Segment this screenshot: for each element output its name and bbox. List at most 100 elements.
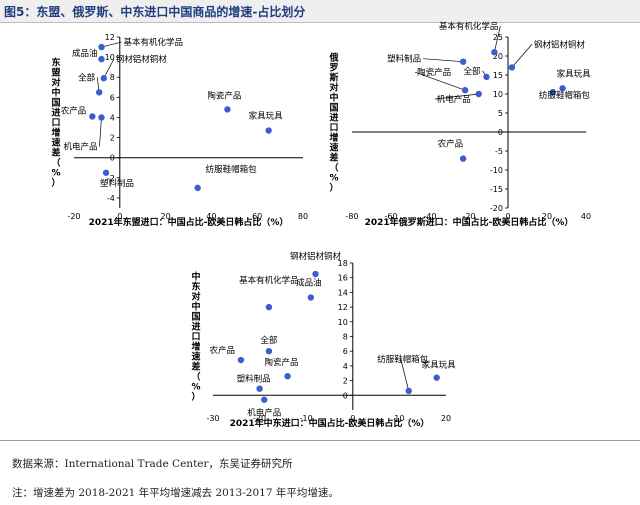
y-tick-label: -4 [107, 194, 115, 203]
data-point [491, 49, 498, 56]
y-tick-label: 10 [105, 53, 115, 62]
source-note: 数据来源：International Trade Center，东吴证券研究所 [12, 458, 293, 470]
data-point [459, 155, 467, 162]
data-point [98, 55, 105, 63]
y-tick-label: 12 [338, 303, 348, 312]
data-label: 家具玩具 [422, 360, 457, 371]
data-label: 全部 [464, 66, 482, 77]
data-point [98, 43, 105, 51]
data-label: 塑料制品 [100, 178, 134, 189]
data-label: 家具玩具 [557, 68, 592, 79]
x-tick-label: -30 [206, 414, 219, 423]
data-label: 成品油 [72, 48, 98, 59]
x-tick-label: -20 [67, 212, 80, 221]
y-tick-label: -10 [490, 166, 503, 175]
y-tick-label: 16 [338, 274, 348, 283]
y-tick-label: -20 [490, 204, 503, 213]
y-tick-label: 0 [110, 154, 115, 163]
y-tick-label: 20 [493, 52, 503, 61]
data-label: 陶瓷产品 [265, 357, 299, 368]
x-axis-label: 2021年俄罗斯进口：中国占比-欧美日韩占比（%） [365, 216, 574, 228]
y-tick-label: 5 [498, 109, 503, 118]
data-point [100, 75, 107, 82]
leader-line [400, 358, 410, 391]
data-point [307, 294, 315, 301]
x-tick-label: -40 [423, 212, 436, 221]
x-tick-label: -20 [462, 212, 475, 221]
data-label: 陶瓷产品 [417, 67, 451, 78]
figure-title-bar: 图5：东盟、俄罗斯、中东进口中国商品的增速-占比划分 [0, 0, 640, 23]
data-label: 钢材铝材铜材 [534, 39, 586, 50]
leader-line [423, 58, 464, 63]
y-tick-label: 10 [338, 318, 348, 327]
data-label: 纺服鞋帽箱包 [206, 164, 258, 175]
data-point [237, 356, 245, 364]
y-tick-label: 15 [493, 71, 503, 80]
y-tick-label: 2 [110, 134, 115, 143]
x-tick-label: -60 [384, 212, 397, 221]
y-tick-label: 4 [110, 113, 115, 122]
data-point [508, 64, 516, 71]
scatter-chart-2: -80-60-40-2002040-20-15-10-5051015202520… [328, 21, 591, 228]
data-point [265, 348, 273, 355]
scatter-charts: -20 0 20 40 60 80-4-20246810122021年东盟进口：中国占比-… [51, 21, 591, 429]
y-tick-label: 14 [338, 288, 348, 297]
leader-line [99, 117, 102, 147]
x-tick-label: 0 [505, 212, 510, 221]
scatter-chart-1: -20 0 20 40 60 80-4-20246810122021年东盟进口：中国占比-… [51, 33, 308, 228]
data-label: 陶瓷产品 [207, 90, 241, 101]
y-tick-label: -15 [490, 185, 503, 194]
data-label: 家具玩具 [249, 111, 284, 122]
data-label: 机电产品 [247, 408, 281, 419]
data-point [559, 85, 566, 92]
x-tick-label: 0 [350, 414, 355, 423]
data-point [194, 184, 201, 192]
y-tick-label: 18 [338, 259, 348, 268]
data-label: 全部 [260, 335, 278, 346]
y-tick-label: 4 [343, 362, 348, 371]
y-tick-label: 0 [498, 128, 503, 137]
data-label: 农产品 [61, 105, 87, 116]
data-label: 钢材铝材铜材 [290, 251, 342, 262]
data-point [95, 89, 103, 96]
data-label: 基本有机化学品 [439, 21, 499, 32]
data-label: 塑料制品 [237, 374, 271, 385]
y-tick-label: 6 [343, 347, 348, 356]
y-tick-label: 6 [110, 93, 115, 102]
leader-line [103, 59, 115, 79]
y-tick-label: 0 [343, 391, 348, 400]
data-point [549, 88, 557, 96]
leader-line [414, 71, 466, 91]
x-tick-label: 0 [117, 212, 122, 221]
y-tick-label: -5 [495, 147, 503, 156]
x-tick-label: 10 [394, 414, 404, 423]
data-point [475, 90, 482, 98]
data-point [483, 73, 490, 81]
x-tick-label: 40 [206, 212, 216, 221]
data-point [224, 106, 231, 113]
x-axis-label: 2021年中东进口：中国占比-欧美日韩占比（%） [230, 417, 430, 429]
y-tick-label: 12 [105, 33, 115, 42]
data-label: 基本有机化学品 [239, 275, 299, 286]
data-point [89, 113, 96, 120]
data-label: 农产品 [209, 345, 235, 356]
leader-line [511, 44, 533, 68]
y-tick-label: 10 [493, 90, 503, 99]
y-axis-label: 俄罗斯对中国进口增速差（%） [328, 52, 338, 194]
y-axis-label: 中东对中国进口增速差（%） [191, 271, 200, 403]
leader-line [434, 93, 479, 100]
x-tick-label: 40 [581, 212, 591, 221]
scatter-chart-3: -30 -20 -10 0 10 20 0 2 4 6 8 10 12 14 16 18 2021年中东进口：中… [191, 251, 456, 429]
x-tick-label: -20 [253, 414, 266, 423]
y-tick-label: 8 [343, 333, 348, 342]
data-point [256, 385, 263, 392]
figure-title: 图5：东盟、俄罗斯、中东进口中国商品的增速-占比划分 [4, 5, 306, 19]
y-axis-label: 东盟对中国进口增速差（%） [51, 57, 60, 189]
y-tick-label: 2 [343, 377, 348, 386]
data-label: 机电产品 [63, 141, 97, 152]
y-tick-label: -2 [107, 174, 115, 183]
leader-line [494, 26, 501, 53]
data-point [265, 303, 273, 311]
data-point [312, 270, 319, 278]
x-tick-label: 60 [252, 212, 262, 221]
